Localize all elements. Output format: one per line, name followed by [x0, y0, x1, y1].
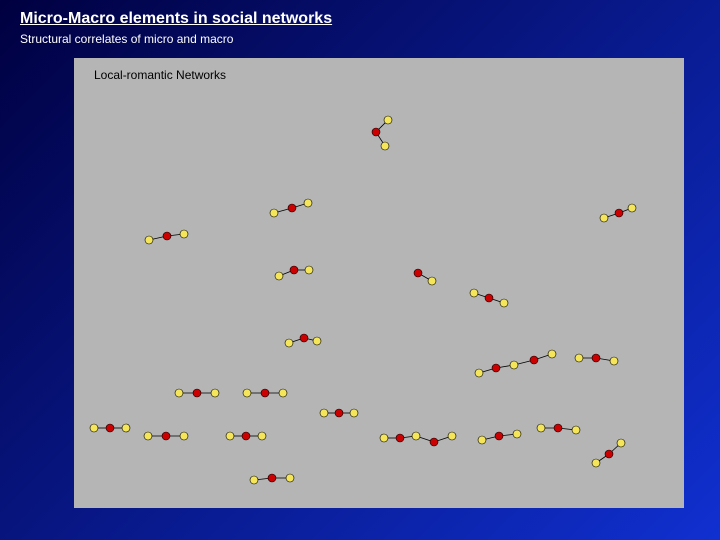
network-node — [592, 354, 600, 362]
network-node — [470, 289, 478, 297]
network-node — [448, 432, 456, 440]
network-node — [396, 434, 404, 442]
network-node — [513, 430, 521, 438]
network-node — [226, 432, 234, 440]
network-node — [478, 436, 486, 444]
network-node — [605, 450, 613, 458]
network-node — [313, 337, 321, 345]
network-node — [258, 432, 266, 440]
network-node — [530, 356, 538, 364]
network-node — [628, 204, 636, 212]
network-node — [510, 361, 518, 369]
network-node — [144, 432, 152, 440]
network-node — [412, 432, 420, 440]
network-node — [430, 438, 438, 446]
network-node — [572, 426, 580, 434]
network-node — [428, 277, 436, 285]
network-node — [554, 424, 562, 432]
network-node — [500, 299, 508, 307]
network-node — [610, 357, 618, 365]
network-node — [475, 369, 483, 377]
network-node — [242, 432, 250, 440]
slide: Micro-Macro elements in social networks … — [0, 0, 720, 540]
slide-title: Micro-Macro elements in social networks — [20, 10, 332, 28]
network-node — [617, 439, 625, 447]
network-node — [414, 269, 422, 277]
network-node — [145, 236, 153, 244]
chart-panel: Local-romantic Networks — [74, 58, 684, 508]
network-node — [304, 199, 312, 207]
network-node — [163, 232, 171, 240]
network-node — [335, 409, 343, 417]
network-node — [300, 334, 308, 342]
network-node — [261, 389, 269, 397]
network-node — [495, 432, 503, 440]
network-node — [384, 116, 392, 124]
network-node — [275, 272, 283, 280]
network-node — [492, 364, 500, 372]
network-node — [285, 339, 293, 347]
network-node — [288, 204, 296, 212]
network-node — [350, 409, 358, 417]
network-node — [320, 409, 328, 417]
network-node — [90, 424, 98, 432]
network-node — [537, 424, 545, 432]
network-node — [268, 474, 276, 482]
network-node — [250, 476, 258, 484]
network-node — [279, 389, 287, 397]
network-node — [290, 266, 298, 274]
network-node — [122, 424, 130, 432]
network-node — [243, 389, 251, 397]
network-node — [180, 230, 188, 238]
network-node — [286, 474, 294, 482]
network-node — [175, 389, 183, 397]
network-node — [372, 128, 380, 136]
network-node — [600, 214, 608, 222]
network-diagram — [74, 58, 684, 508]
network-node — [162, 432, 170, 440]
network-node — [305, 266, 313, 274]
network-node — [485, 294, 493, 302]
network-node — [180, 432, 188, 440]
network-node — [211, 389, 219, 397]
network-node — [575, 354, 583, 362]
network-node — [193, 389, 201, 397]
network-node — [380, 434, 388, 442]
network-node — [548, 350, 556, 358]
network-node — [106, 424, 114, 432]
network-node — [615, 209, 623, 217]
slide-subtitle: Structural correlates of micro and macro — [20, 32, 233, 46]
network-node — [381, 142, 389, 150]
network-node — [592, 459, 600, 467]
network-node — [270, 209, 278, 217]
